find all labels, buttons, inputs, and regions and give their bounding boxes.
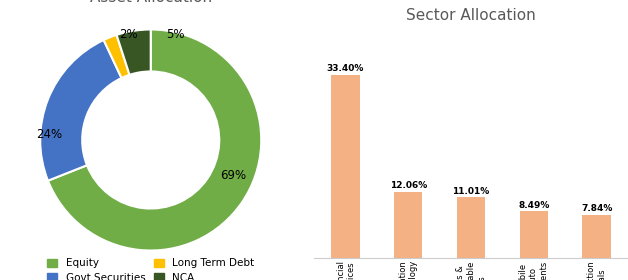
Text: 12.06%: 12.06% [389, 181, 427, 190]
Wedge shape [104, 35, 129, 78]
Bar [394, 192, 422, 258]
Title: Sector Allocation: Sector Allocation [406, 8, 536, 23]
Wedge shape [117, 29, 151, 75]
Text: 8.49%: 8.49% [518, 200, 550, 209]
Title: Asset Allocation: Asset Allocation [90, 0, 212, 5]
Text: 11.01%: 11.01% [452, 187, 490, 196]
Text: 2%: 2% [119, 29, 138, 41]
Text: 7.84%: 7.84% [581, 204, 612, 213]
Text: 24%: 24% [36, 128, 62, 141]
Text: 33.40%: 33.40% [327, 64, 364, 73]
Wedge shape [40, 40, 122, 181]
Bar [457, 197, 485, 258]
Legend: Equity, Govt Securities, Long Term Debt, NCA: Equity, Govt Securities, Long Term Debt,… [43, 254, 259, 280]
Bar [332, 75, 359, 258]
Text: 69%: 69% [220, 169, 247, 182]
Bar [520, 211, 548, 258]
Wedge shape [48, 29, 261, 251]
Bar [583, 215, 610, 258]
Text: 5%: 5% [166, 29, 184, 41]
